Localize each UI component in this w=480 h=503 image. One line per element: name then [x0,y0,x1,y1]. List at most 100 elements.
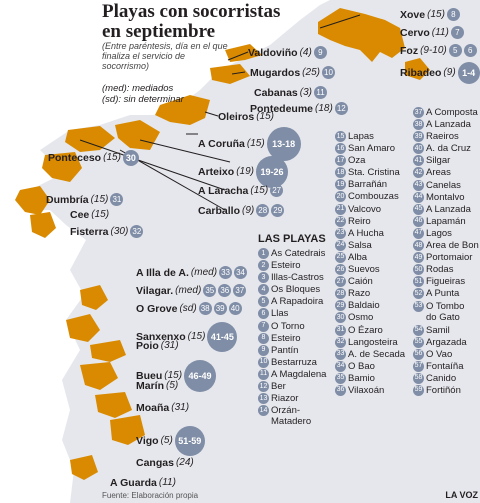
end-date: (31) [160,340,179,351]
beach-number: 50 [413,264,424,276]
place-name: Cabanas [254,86,298,99]
place-name: Valdoviño [248,46,298,59]
beach-name: Lagos [426,227,452,239]
beach-row: 35 Bamio [335,372,405,385]
beach-number-badge: 27 [270,184,284,197]
beach-number: 9 [258,344,269,356]
beach-number: 28 [335,288,346,300]
beach-number-badge: 51-59 [174,426,205,456]
beach-number-badge: 31 [110,193,124,206]
vigo [110,415,145,445]
beach-name: Lapamán [426,215,466,227]
beach-number: 25 [335,251,346,263]
beach-number-badge: 10 [321,66,335,79]
place-label: Fisterra (30) 32 [70,225,144,238]
beach-number: 38 [413,119,424,131]
beach-number: 45 [413,203,424,215]
beach-row: 28 Razo [335,288,405,300]
beach-row: 4 Os Bloques [258,284,326,296]
beach-number: 35 [335,372,346,384]
place-name: A Illa de A. [136,266,189,279]
beach-name: A Composta [426,107,478,118]
place-label: Vigo (5) 51-59 [136,426,205,456]
beach-name: O Tombo do Gato [426,300,465,323]
end-date: (15) [91,209,110,220]
coruna [155,95,210,125]
beach-number: 4 [258,284,269,296]
beach-number: 16 [335,143,346,155]
beach-row: 58 Canido [413,372,479,385]
beach-number: 21 [335,203,346,215]
beach-name: Argazada [426,336,467,348]
beach-name: A. de Secada [348,348,406,360]
place-label: Vilagar. (med) 35 36 37 [136,284,247,297]
place-label: Arteixo (19) 19-26 [198,156,288,188]
end-date: (15) [250,184,269,196]
beach-row: 40 A. da Cruz [413,143,479,155]
place-label: Sanxenxo (15) 41-45 [136,322,238,352]
beach-number: 27 [335,276,346,288]
ponteceso [42,152,82,182]
beach-column: 37 A Composta 38 A Lanzada 39 Raeiros 40 A. da … [413,107,479,397]
beach-number: 43 [413,179,424,191]
beach-row: 1 As Catedrais [258,248,326,260]
place-name: Ribadeo [400,67,442,79]
end-date: (18) [315,102,333,114]
place-label: Marín (5) [136,380,178,392]
beach-name: Osmo [348,312,374,324]
beach-row: 19 Barrañán [335,179,405,191]
beach-row: 50 Rodas [413,264,479,276]
beach-name: Esteiro [271,332,301,344]
place-name: A Laracha [198,184,249,197]
page-title: Playas con socorristas en septiembre [102,1,281,42]
beach-number-badge: 41-45 [207,322,238,352]
beach-number: 11 [258,368,269,380]
ribadeo [405,58,430,80]
beach-number: 19 [335,179,346,191]
source-note: Fuente: Elaboración propia [102,491,199,500]
beach-name: Combouzas [348,191,399,203]
beach-number-badge: 40 [228,302,242,315]
beach-name: A Lanzada [426,119,471,131]
place-label: Ponteceso (15) 30 [48,150,139,166]
beach-number-badge: 12 [334,102,348,115]
place-name: Dumbría [46,193,89,206]
beach-row: 3 Illas-Castros [258,272,326,284]
end-date: (4) [299,46,312,58]
beach-name: Portomaior [426,252,473,264]
beach-name: Orzán- Matadero [271,405,312,428]
beach-row: 6 Llas [258,308,326,320]
beach-number: 48 [413,240,424,252]
beach-name: Fortiñón [426,384,461,396]
beach-row: 16 San Amaro [335,143,405,155]
beach-number: 7 [258,320,269,332]
beach-row: 45 A Lanzada [413,203,479,216]
ogrove [66,314,100,342]
place-name: Foz [400,44,419,57]
beach-name: O Vao [426,348,453,360]
place-name: Moaña [136,402,170,414]
beach-number: 13 [258,393,269,405]
beach-number: 33 [335,348,346,360]
beach-row: 11 A Magdalena [258,368,326,381]
beach-number: 42 [413,167,424,179]
beach-name: Silgar [426,155,451,167]
beach-row: 14 Orzán- Matadero [258,405,326,429]
beach-row: 55 Argazada [413,336,479,349]
end-date: (9) [242,204,255,216]
beach-name: Vilaxoán [348,384,385,396]
beach-number-badge: 6 [463,44,477,57]
place-name: Ponteceso [48,152,102,164]
place-name: Pontedeume [250,102,314,115]
muxia [15,186,50,215]
beach-row: 59 Fortiñón [413,384,479,397]
beach-name: Lapas [348,131,374,142]
beach-name: A Lanzada [426,203,471,215]
beach-name: Sta. Cristina [348,167,400,179]
beach-name: Bestarruza [271,356,317,368]
end-date: (sd) [179,302,197,314]
beach-row: 57 Fontaíña [413,360,479,373]
beach-number-badge: 8 [446,8,460,21]
